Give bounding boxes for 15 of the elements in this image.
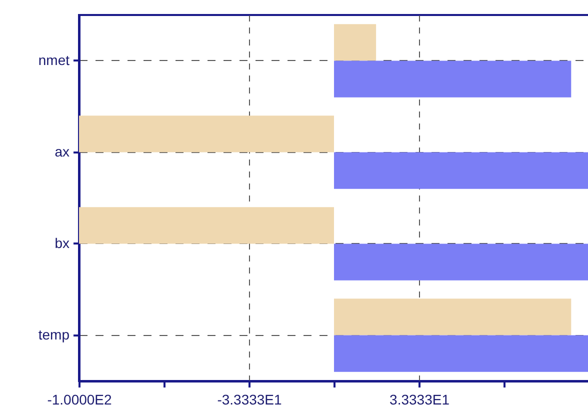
y-tick-label: ax <box>54 143 70 160</box>
x-tick-label: -3.3333E1 <box>217 392 282 408</box>
x-tick-label: -1.0000E2 <box>47 392 112 408</box>
bar <box>334 244 588 280</box>
bar <box>79 207 334 244</box>
bar <box>334 152 588 189</box>
y-tick-label: nmet <box>38 52 70 68</box>
y-tick-label: bx <box>54 234 70 251</box>
bar <box>79 116 334 152</box>
bar <box>334 335 588 372</box>
bar <box>334 298 572 336</box>
bar <box>334 24 376 61</box>
x-tick-label: 3.3333E1 <box>390 392 450 408</box>
bar <box>334 60 572 98</box>
y-tick-label: temp <box>38 326 70 342</box>
